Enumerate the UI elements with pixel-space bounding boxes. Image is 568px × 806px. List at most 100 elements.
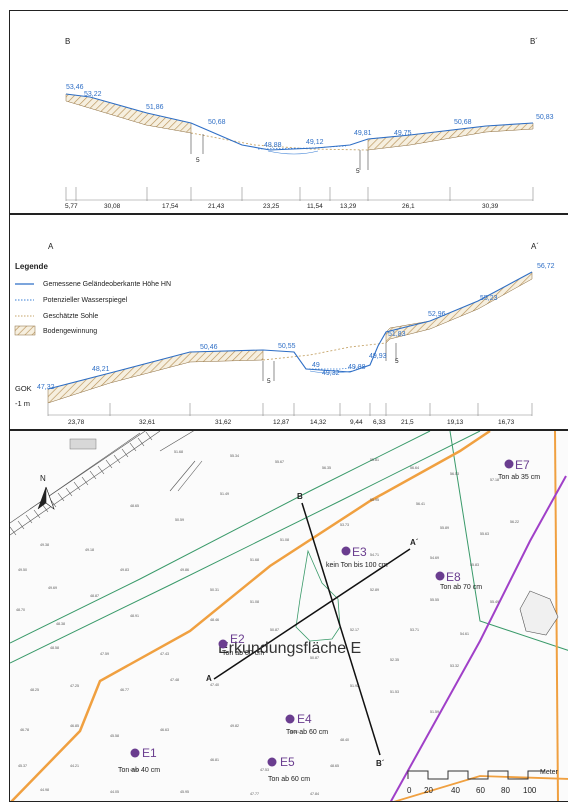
aa-dist-0: 23,78 [68, 419, 85, 426]
scale-bar: 0 20 40 60 80 100 Meter [407, 769, 559, 795]
svg-text:48.46: 48.46 [210, 618, 219, 622]
svg-text:50.31: 50.31 [210, 588, 219, 592]
svg-text:49.18: 49.18 [85, 548, 94, 552]
legend-label-bottom: Geschätzte Sohle [43, 313, 98, 320]
point-e7[interactable]: E7 Ton ab 35 cm [498, 458, 540, 481]
aa-dist-2: 31,62 [215, 419, 232, 426]
bb-water-body [267, 150, 319, 155]
aa-dist-5: 9,44 [350, 419, 363, 426]
scale-tick-0: 0 [407, 786, 412, 795]
section-line-aa [213, 548, 411, 680]
svg-text:46.63: 46.63 [160, 728, 169, 732]
svg-text:44.21: 44.21 [70, 764, 79, 768]
svg-text:50.87: 50.87 [310, 656, 319, 660]
svg-text:48.25: 48.25 [30, 688, 39, 692]
bb-elev-7: 49,75 [394, 130, 412, 137]
section-line-bb [301, 502, 381, 756]
aa-elev-0: 47,32 [37, 384, 55, 391]
svg-text:46.78: 46.78 [20, 728, 29, 732]
bb-dist-2: 17,54 [162, 203, 179, 210]
svg-text:51.08: 51.08 [280, 538, 289, 542]
bb-elev-2: 51,86 [146, 104, 164, 111]
section-bb-panel: B B´ 5 5 53,46 53,22 51,86 50,68 48,88 [9, 10, 568, 214]
svg-text:53.73: 53.73 [340, 523, 349, 527]
bb-elev-8: 50,68 [454, 119, 472, 126]
bb-dist-4: 23,25 [263, 203, 280, 210]
svg-text:48.87: 48.87 [90, 594, 99, 598]
svg-text:49.38: 49.38 [40, 543, 49, 547]
point-e8-marker [435, 571, 445, 581]
rocky-feature [519, 590, 559, 636]
bb-excavation-left [65, 93, 192, 134]
aa-ruler-ticks [47, 403, 533, 416]
point-e5[interactable]: E5 Ton ab 60 cm [267, 755, 311, 783]
svg-text:45.37: 45.37 [18, 764, 27, 768]
svg-text:53.32: 53.32 [450, 664, 459, 668]
svg-text:49.82: 49.82 [230, 724, 239, 728]
svg-text:51.49: 51.49 [220, 492, 229, 496]
svg-text:55.83: 55.83 [470, 563, 479, 567]
section-aa-panel: A A´ Legende Gemessene Geländeoberkante … [9, 214, 568, 430]
section-bb-start-label: B [65, 37, 70, 46]
svg-text:49.83: 49.83 [120, 568, 129, 572]
svg-text:44.05: 44.05 [110, 790, 119, 794]
svg-text:54.61: 54.61 [460, 632, 469, 636]
bb-elev-1: 53,22 [84, 91, 102, 98]
svg-text:52.35: 52.35 [390, 658, 399, 662]
point-e8[interactable]: E8 Ton ab 70 cm [435, 570, 483, 591]
road-line [10, 431, 491, 801]
svg-text:48.40: 48.40 [340, 738, 349, 742]
aa-water-level [306, 365, 369, 370]
svg-text:50.87: 50.87 [270, 628, 279, 632]
svg-text:47.53: 47.53 [260, 768, 269, 772]
svg-text:45.95: 45.95 [180, 790, 189, 794]
green-line-3 [449, 431, 568, 651]
aa-elev-10: 55,23 [480, 295, 498, 302]
point-e4[interactable]: E4 Ton ab 60 cm [285, 712, 329, 736]
point-e1[interactable]: E1 Ton ab 40 cm [118, 746, 160, 774]
legend: Legende Gemessene Geländeoberkante Höhe … [14, 262, 171, 336]
aa-dist-4: 14,32 [310, 419, 327, 426]
svg-text:47.40: 47.40 [210, 683, 219, 687]
svg-text:49.86: 49.86 [180, 568, 189, 572]
scale-unit: Meter [540, 769, 559, 776]
point-e4-marker [285, 714, 295, 724]
svg-text:48.65: 48.65 [330, 764, 339, 768]
svg-text:51.08: 51.08 [250, 600, 259, 604]
svg-text:51.53: 51.53 [390, 690, 399, 694]
bb-depth-mark-2: 5 [356, 168, 360, 175]
point-e2-marker [218, 639, 228, 649]
aa-elev-11: 56,72 [537, 263, 555, 270]
legend-title: Legende [15, 262, 48, 271]
svg-text:49.69: 49.69 [48, 586, 57, 590]
legend-label-water: Potenzieller Wasserspiegel [43, 297, 128, 304]
point-e2[interactable]: E2 Ton ab 80 cm [218, 632, 265, 657]
bb-estimated-bottom [190, 132, 369, 151]
aa-elev-8: 51,83 [388, 331, 406, 338]
section-bb-svg: B B´ 5 5 53,46 53,22 51,86 50,68 48,88 [65, 37, 554, 210]
svg-text:56.35: 56.35 [322, 466, 331, 470]
svg-text:45.58: 45.58 [110, 734, 119, 738]
svg-text:55.95: 55.95 [370, 498, 379, 502]
map-label-a-start: A [206, 674, 212, 683]
point-e8-id: E8 [446, 570, 461, 584]
green-line-2 [10, 431, 481, 664]
aa-dist-9: 16,73 [498, 419, 515, 426]
svg-text:47.77: 47.77 [250, 792, 259, 796]
point-e2-id: E2 [230, 632, 245, 646]
svg-text:44.98: 44.98 [40, 788, 49, 792]
point-e7-marker [504, 459, 514, 469]
basin-outline [295, 549, 341, 642]
legend-label-hatch: Bodengewinnung [43, 328, 97, 335]
aa-surface-line [47, 271, 533, 390]
scale-tick-2: 40 [451, 786, 460, 795]
aa-elev-7: 49,93 [369, 353, 387, 360]
section-aa-end-label: A´ [531, 242, 539, 251]
svg-text:56.41: 56.41 [416, 502, 425, 506]
legend-label-surface: Gemessene Geländeoberkante Höhe HN [43, 281, 171, 288]
point-e3[interactable]: E3 kein Ton bis 100 cm [326, 545, 388, 569]
map-svg: 51.68 55.34 55.67 56.35 55.81 56.64 56.53 57.… [10, 431, 568, 801]
point-e5-id: E5 [280, 755, 295, 769]
bb-dist-3: 21,43 [208, 203, 225, 210]
